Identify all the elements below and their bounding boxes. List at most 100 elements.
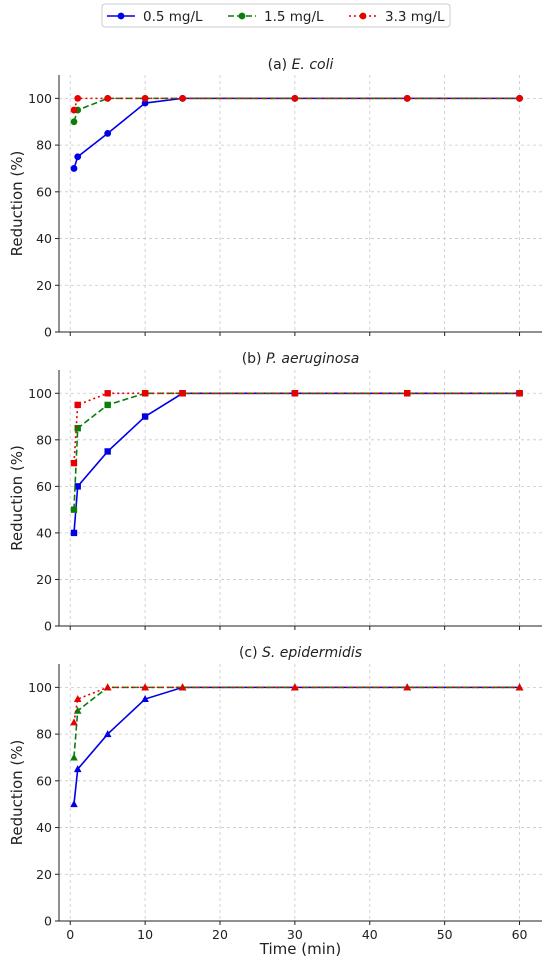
data-point — [291, 94, 299, 102]
y-tick-label: 40 — [36, 525, 52, 540]
data-point — [70, 800, 78, 808]
legend-marker — [117, 12, 125, 20]
data-point — [291, 683, 299, 691]
y-tick-label: 80 — [36, 727, 52, 742]
data-point — [70, 529, 78, 537]
data-point — [104, 390, 111, 397]
y-tick-label: 20 — [36, 572, 52, 587]
series-line — [73, 97, 520, 122]
x-tick-label: 20 — [212, 927, 228, 942]
data-point — [104, 94, 112, 102]
legend-marker — [238, 12, 246, 20]
data-point — [141, 413, 149, 420]
panel-title-organism: E. coli — [292, 57, 334, 73]
y-tick-label: 40 — [36, 231, 52, 246]
data-point — [141, 695, 149, 703]
y-tick-label: 100 — [28, 680, 52, 695]
data-point — [74, 401, 81, 409]
series-line — [73, 392, 520, 510]
series-2 — [70, 94, 523, 114]
series-2 — [70, 683, 524, 726]
panel-1: 0 20 40 60 80 100 Reduction (%) (b) P. aerugino… — [8, 351, 542, 634]
y-tick-label: 80 — [36, 432, 52, 447]
data-point — [70, 506, 78, 513]
y-axis-label: Reduction (%) — [8, 740, 26, 846]
x-axis-label: Time (min) — [259, 940, 341, 958]
x-tick-label: 60 — [512, 927, 528, 942]
panel-title-prefix: (a) — [268, 57, 292, 73]
panel-title-organism: P. aeruginosa — [266, 351, 359, 367]
data-point — [103, 683, 112, 691]
panel-title-prefix: (b) — [242, 351, 266, 367]
grid — [59, 370, 542, 627]
data-point — [103, 730, 112, 738]
series-2 — [70, 390, 523, 467]
data-point — [516, 94, 523, 102]
panel-title: (a) E. coli — [268, 57, 334, 73]
data-point — [141, 99, 149, 107]
data-point — [74, 94, 82, 102]
x-tick-label: 0 — [66, 927, 74, 942]
y-tick-label: 20 — [36, 278, 52, 293]
data-point — [70, 459, 78, 467]
data-point — [179, 390, 186, 397]
series-line — [73, 97, 520, 169]
data-point — [403, 683, 412, 691]
legend-entry-0: 0.5 mg/L — [107, 9, 203, 25]
y-tick-label: 60 — [36, 184, 52, 199]
series-line — [73, 392, 520, 464]
panel-0: 0 20 40 60 80 100 Reduction (%) (a) E. coli — [8, 57, 542, 340]
legend-frame — [101, 3, 451, 28]
data-point — [70, 106, 78, 114]
legend-label: 3.3 mg/L — [385, 9, 445, 25]
y-tick-label: 60 — [36, 479, 52, 494]
grid — [59, 664, 542, 922]
data-point — [403, 94, 411, 102]
series-line — [73, 686, 520, 805]
legend-entry-2: 3.3 mg/L — [349, 9, 445, 25]
data-point — [141, 94, 149, 102]
data-point — [74, 153, 82, 161]
x-tick-label: 10 — [137, 927, 153, 942]
y-tick-label: 100 — [28, 386, 52, 401]
y-tick-label: 0 — [44, 619, 52, 634]
x-tick-label: 50 — [437, 927, 453, 942]
y-tick-label: 100 — [28, 91, 52, 106]
data-point — [73, 695, 82, 703]
panel-title-organism: S. epidermidis — [262, 645, 362, 661]
data-point — [74, 483, 81, 490]
y-tick-label: 20 — [36, 867, 52, 882]
x-tick-label: 30 — [287, 927, 303, 942]
series-line — [73, 686, 520, 723]
data-point — [74, 424, 81, 432]
y-axis-label: Reduction (%) — [8, 445, 26, 551]
data-point — [104, 401, 111, 409]
series-0 — [70, 683, 524, 808]
y-tick-label: 80 — [36, 138, 52, 153]
legend-label: 0.5 mg/L — [143, 9, 203, 25]
series-line — [73, 392, 520, 533]
panel-2: 0 10 20 30 40 50 60 0 20 40 60 80 100 Reduction (%) Ti… — [8, 645, 542, 958]
data-point — [291, 390, 299, 397]
data-point — [178, 683, 187, 691]
data-point — [104, 130, 112, 137]
data-point — [70, 718, 78, 726]
legend-label: 1.5 mg/L — [264, 9, 324, 25]
y-axis-label: Reduction (%) — [8, 151, 26, 257]
data-point — [515, 683, 524, 691]
data-point — [70, 118, 78, 126]
y-tick-label: 40 — [36, 820, 52, 835]
panel-title: (c) S. epidermidis — [239, 645, 362, 661]
series-0 — [70, 94, 523, 172]
y-tick-label: 0 — [44, 325, 52, 340]
data-point — [179, 94, 186, 102]
series-0 — [70, 390, 523, 537]
legend: 0.5 mg/L 1.5 mg/L 3.3 mg/L — [101, 3, 451, 28]
series-1 — [70, 683, 524, 761]
panel-title: (b) P. aeruginosa — [242, 351, 360, 367]
panel-title-prefix: (c) — [239, 645, 262, 661]
series-line — [73, 686, 520, 758]
data-point — [141, 683, 149, 691]
